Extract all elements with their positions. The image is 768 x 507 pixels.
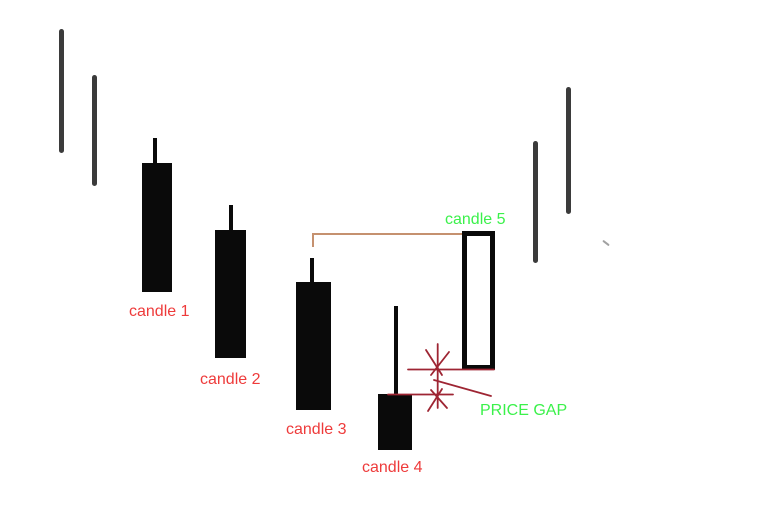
candle-2-wick [229,205,233,231]
trend-bar-right-2 [566,87,571,214]
up-arrowhead-stroke-2 [430,389,448,409]
candle-2-body [215,230,246,358]
candle-3-label: candle 3 [286,421,347,438]
connector-line-horizontal [312,233,462,235]
candle-4-wick [394,306,398,395]
candle-4-body [378,394,412,450]
trend-bar-left-2 [92,75,97,186]
candle-1-label: candle 1 [129,303,190,320]
stray-pen-mark [602,239,610,247]
price-gap-label: PRICE GAP [480,402,568,419]
down-arrowhead-stroke-1 [425,349,443,376]
candle-4-label: candle 4 [362,459,423,476]
candle-5-body [462,231,495,370]
candle-5-label: candle 5 [445,211,506,228]
candle-3-wick [310,258,314,283]
down-arrowhead-stroke-2 [430,351,450,376]
gap-pointer-line [433,379,492,397]
up-arrowhead-stroke-1 [427,388,443,412]
candle-1-body [142,163,172,292]
trend-bar-left-1 [59,29,64,153]
candle-1-wick [153,138,157,164]
candle-3-body [296,282,331,410]
trend-bar-right-1 [533,141,538,263]
candle-2-label: candle 2 [200,371,261,388]
connector-line-vertical [312,233,314,247]
